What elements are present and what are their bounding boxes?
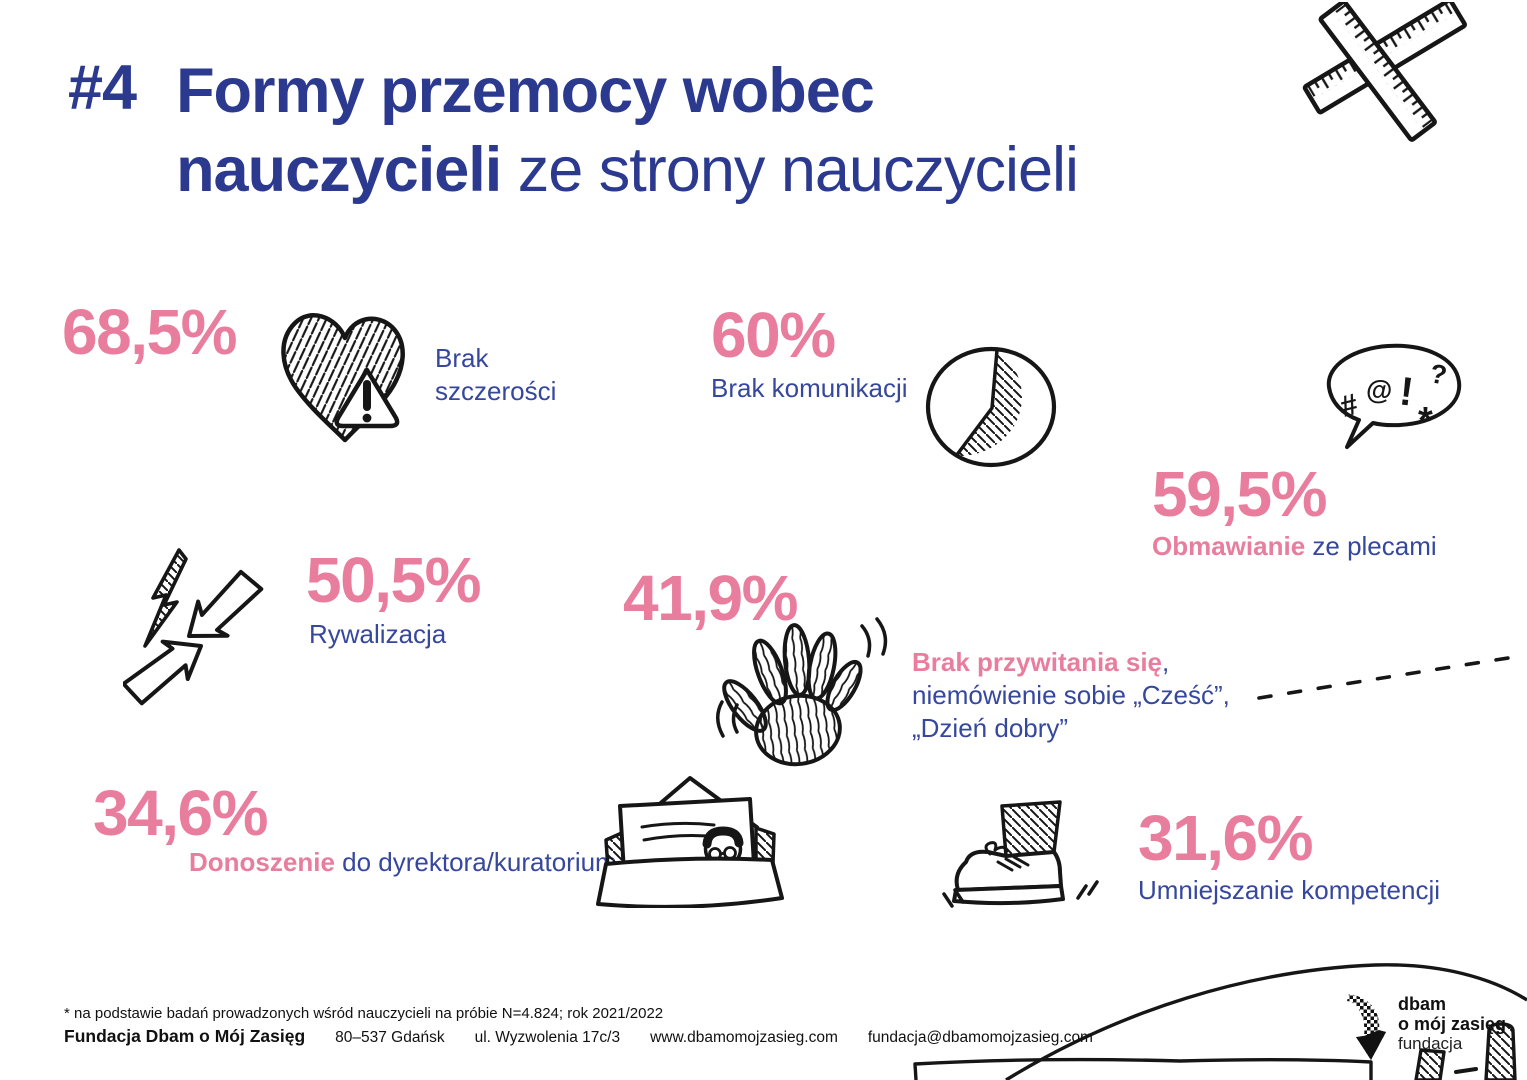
informer-envelope-icon — [596, 776, 784, 908]
stat-label-donoszenie: Donoszenie do dyrektora/kuratorium — [189, 847, 617, 877]
dashed-line-doodle — [1257, 654, 1523, 700]
footnote: * na podstawie badań prowadzonych wśród … — [64, 1005, 664, 1022]
stat-value-umniejszanie: 31,6% — [1138, 802, 1313, 874]
title-line2-bold: nauczycieli — [176, 135, 502, 205]
stat-label-rywalizacja: Rywalizacja — [309, 619, 447, 649]
stat-label-przywitanie: Brak przywitania się, niemówienie sobie … — [912, 647, 1230, 743]
title-line1: Formy przemocy wobec — [176, 56, 875, 126]
footer-email-link[interactable]: fundacja@dbamomojzasieg.com — [867, 1029, 1093, 1046]
logo-line1: dbam — [1398, 994, 1447, 1014]
stat-value-rywalizacja: 50,5% — [306, 544, 481, 616]
bubble-symbol-star: * — [1418, 400, 1433, 442]
stat-label-brak-szczerosci: Brak szczerości — [435, 343, 557, 406]
title-line2-rest: ze strony nauczycieli — [501, 135, 1079, 205]
bubble-symbol-question: ? — [1428, 358, 1449, 390]
logo-line2: o mój zasięg — [1398, 1014, 1507, 1034]
title-number: #4 — [68, 53, 137, 123]
clashing-arrows-icon — [123, 548, 264, 706]
footer-contact-row: Fundacja Dbam o Mój Zasięg 80–537 Gdańsk… — [64, 1026, 1093, 1047]
title-text: Formy przemocy wobec nauczycieli ze stro… — [176, 52, 1079, 210]
stat-value-obmawianie: 59,5% — [1152, 458, 1327, 530]
footer-org-name: Fundacja Dbam o Mój Zasięg — [64, 1026, 306, 1046]
stat-label-brak-komunikacji: Brak komunikacji — [711, 373, 908, 403]
foundation-logo-arrow-icon — [1347, 994, 1386, 1060]
swearing-speech-bubble-icon: # @ ! ? * — [1326, 343, 1462, 449]
stat-label-obmawianie: Obmawianie ze plecami — [1152, 531, 1437, 561]
stat-value-donoszenie: 34,6% — [93, 777, 268, 849]
waving-hand-icon — [716, 617, 888, 767]
heart-warning-icon — [281, 313, 405, 443]
kicking-shoe-icon — [942, 800, 1099, 908]
desk-scene-doodle — [913, 963, 1527, 1080]
crossed-rulers-icon — [1302, 2, 1467, 142]
footer-address-street: ul. Wyzwolenia 17c/3 — [474, 1029, 621, 1046]
footer-website-link[interactable]: www.dbamomojzasieg.com — [650, 1029, 838, 1046]
stat-value-brak-komunikacji: 60% — [711, 299, 836, 371]
pie-chart-icon — [925, 346, 1057, 468]
stat-label-umniejszanie: Umniejszanie kompetencji — [1138, 875, 1441, 905]
bubble-symbol-at: @ — [1366, 375, 1392, 405]
footer-address-city: 80–537 Gdańsk — [335, 1029, 445, 1046]
foundation-logo-text: dbam o mój zasięg fundacja — [1398, 994, 1506, 1054]
bubble-symbol-excl: ! — [1397, 369, 1416, 414]
stat-value-brak-szczerosci: 68,5% — [62, 296, 237, 368]
page-title: #4 Formy przemocy wobec nauczycieli ze s… — [68, 52, 1079, 210]
stat-value-przywitanie: 41,9% — [623, 562, 798, 634]
logo-line3: fundacja — [1398, 1034, 1463, 1053]
